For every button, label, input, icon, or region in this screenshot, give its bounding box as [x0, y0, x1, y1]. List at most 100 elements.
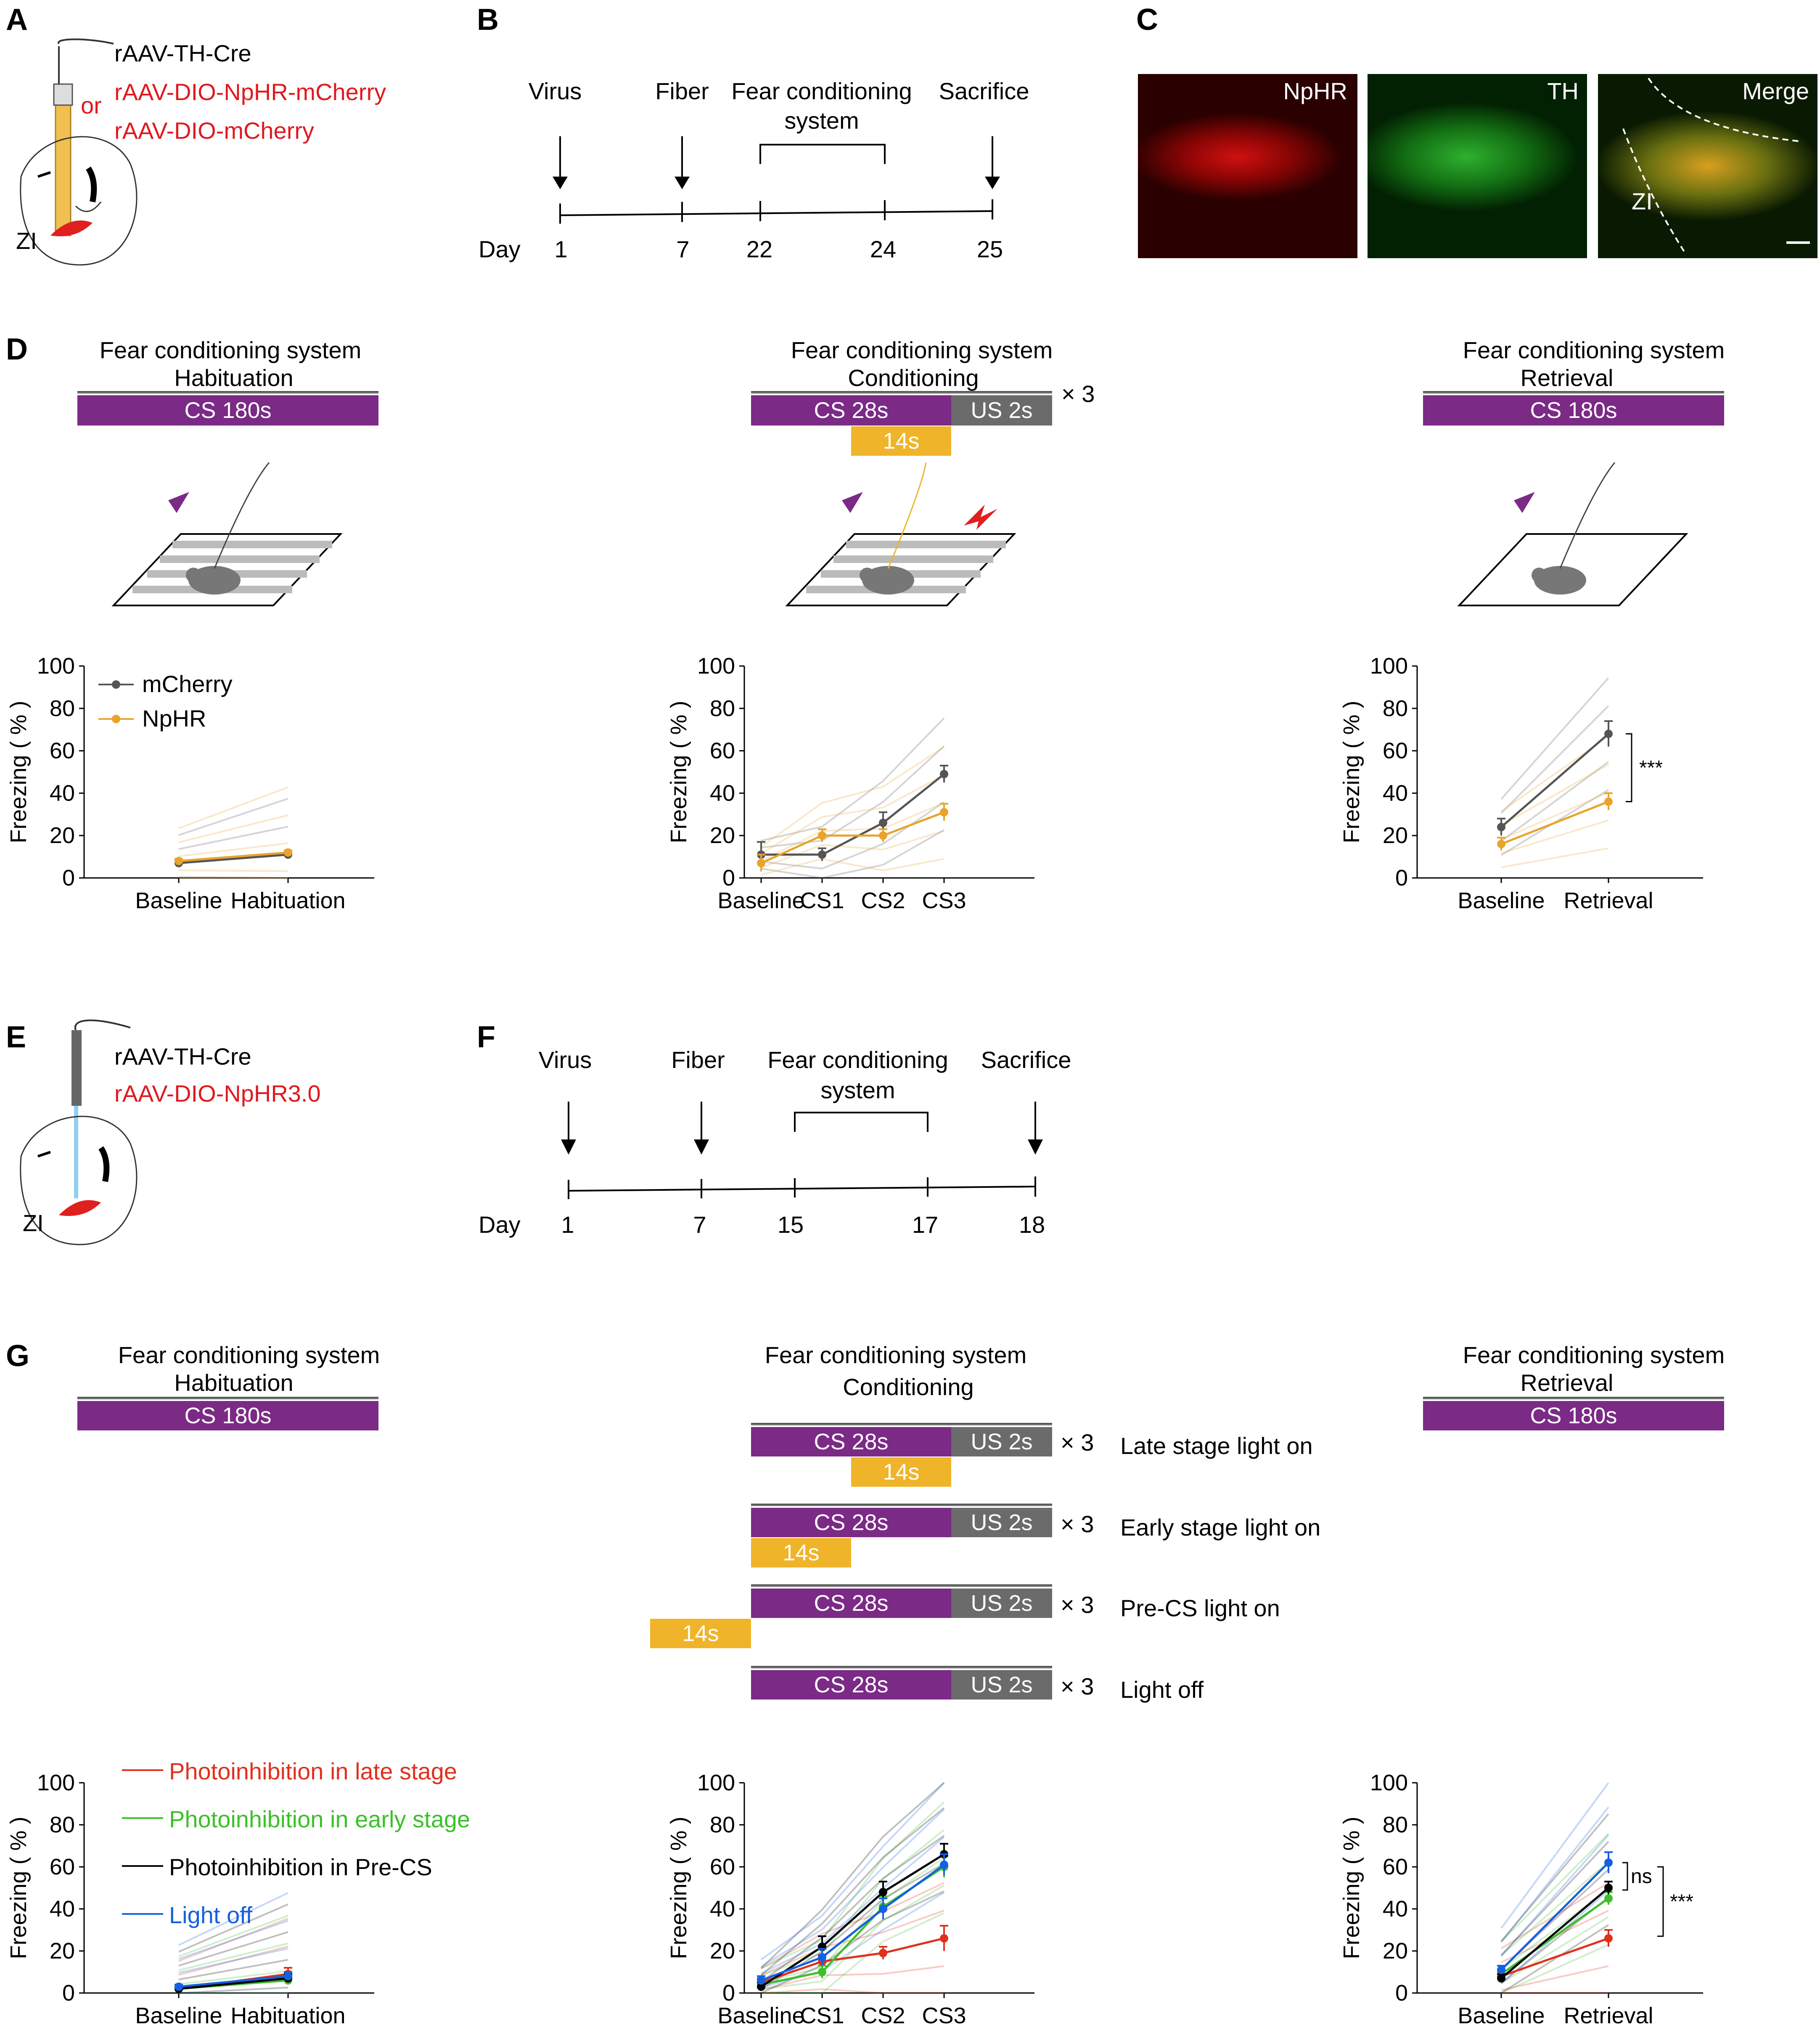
- individual-line: [761, 1829, 945, 1976]
- d-cond-us-bar: US 2s: [951, 395, 1052, 426]
- data-point: [879, 1888, 887, 1896]
- individual-line: [178, 826, 288, 850]
- day-15-f: 15: [777, 1211, 804, 1238]
- day-17-f: 17: [912, 1211, 939, 1238]
- individual-line: [760, 774, 944, 855]
- g-row2-label: Early stage light on: [1120, 1514, 1321, 1541]
- individual-line: [1501, 819, 1609, 854]
- data-point: [818, 1953, 826, 1961]
- day-24-b: 24: [870, 236, 897, 262]
- individual-line: [761, 1885, 945, 1990]
- or-label: or: [81, 92, 102, 119]
- x-tick-label: CS2: [861, 2003, 905, 2028]
- y-tick-label: 60: [710, 738, 735, 764]
- d-cond-repeat: × 3: [1061, 381, 1095, 407]
- x-tick-label: Baseline: [1458, 2003, 1545, 2028]
- d-cond-cs-bar: CS 28s: [751, 395, 951, 426]
- g-ret-phase: Retrieval: [1520, 1369, 1614, 1396]
- micrograph-npHR-label: NpHR: [1283, 78, 1347, 104]
- y-tick-label: 0: [62, 1980, 75, 2006]
- g-row2-line: [751, 1504, 1052, 1506]
- individual-line: [1500, 1841, 1609, 1956]
- g-cond-title: Fear conditioning system: [765, 1342, 1027, 1368]
- data-point: [940, 770, 948, 779]
- y-tick-label: 0: [722, 865, 735, 891]
- individual-line: [760, 1863, 945, 1990]
- y-tick-label: 40: [50, 1896, 75, 1922]
- individual-line: [178, 1970, 288, 1985]
- data-point: [1497, 840, 1505, 848]
- legend-g-off: Light off: [169, 1902, 253, 1928]
- individual-line: [178, 1959, 288, 1980]
- event-virus-f: Virus: [538, 1047, 592, 1073]
- individual-line: [761, 1988, 944, 1994]
- event-sacrifice-b: Sacrifice: [939, 78, 1029, 104]
- data-point: [175, 1982, 183, 1991]
- individual-line: [1501, 847, 1609, 868]
- data-point: [879, 1905, 887, 1913]
- series-line: [760, 811, 944, 864]
- y-tick-label: 100: [37, 1770, 75, 1795]
- x-tick-label: CS3: [922, 888, 966, 913]
- event-fear-b: Fear conditioning: [731, 78, 912, 104]
- g-ret-cs-bar: CS 180s: [1423, 1401, 1724, 1430]
- data-point: [1604, 797, 1613, 806]
- day-7-b: 7: [676, 236, 690, 262]
- series-line: [1501, 1937, 1609, 1977]
- data-point: [1497, 1966, 1505, 1974]
- y-tick-label: 20: [710, 1938, 735, 1964]
- individual-line: [1501, 1965, 1609, 1991]
- data-point: [879, 818, 887, 827]
- individual-line: [760, 746, 945, 848]
- data-point: [818, 1968, 826, 1976]
- individual-line: [1500, 761, 1609, 842]
- legend-g-precs: Photoinhibition in Pre-CS: [169, 1854, 432, 1880]
- data-point: [1604, 1934, 1613, 1943]
- d-ret-line: [1423, 391, 1724, 394]
- day-label-f: Day: [479, 1211, 521, 1238]
- individual-line: [1501, 1944, 1609, 1994]
- individual-line: [761, 745, 945, 848]
- individual-line: [761, 1836, 945, 1974]
- panel-label-b: B: [477, 3, 499, 37]
- legend-mcherry: mCherry: [142, 671, 233, 697]
- legend-d-markers: [98, 680, 134, 723]
- data-point: [940, 1934, 948, 1943]
- legend-g-late: Photoinhibition in late stage: [169, 1758, 457, 1784]
- series-line: [178, 1977, 288, 1990]
- y-tick-label: 60: [50, 1854, 75, 1879]
- individual-line: [178, 1987, 288, 1994]
- g-row1-us-bar: US 2s: [951, 1427, 1052, 1456]
- x-tick-label: CS3: [922, 2003, 966, 2028]
- y-axis-label: Freezing ( % ): [1339, 700, 1364, 843]
- y-tick-label: 0: [62, 865, 75, 891]
- y-tick-label: 0: [1395, 1980, 1408, 2006]
- series-line: [1500, 1887, 1609, 1979]
- g-row1-line: [751, 1423, 1052, 1425]
- y-tick-label: 80: [50, 696, 75, 721]
- timeline-f: [561, 1102, 1043, 1199]
- individual-line: [178, 1948, 288, 1974]
- individual-line: [178, 1892, 288, 1946]
- arena-conditioning: [785, 462, 1016, 606]
- day-25-b: 25: [976, 236, 1003, 262]
- panel-label-g: G: [6, 1339, 30, 1373]
- g-row3-light-bar: 14s: [650, 1619, 751, 1648]
- x-tick-label: Baseline: [1458, 888, 1545, 913]
- individual-line: [760, 1782, 945, 1961]
- x-tick-label: Habituation: [230, 888, 345, 913]
- micrograph-th-label: TH: [1547, 78, 1579, 104]
- g-row4-us-bar: US 2s: [951, 1670, 1052, 1700]
- data-point: [818, 850, 826, 859]
- data-point: [757, 1982, 765, 1991]
- series-line: [760, 1853, 945, 1988]
- panel-label-a: A: [6, 3, 28, 37]
- virus-3-label: rAAV-DIO-mCherry: [114, 117, 314, 144]
- g-hab-phase: Habituation: [174, 1369, 294, 1396]
- d-hab-title: Fear conditioning system: [99, 337, 362, 363]
- individual-line: [178, 1915, 288, 1957]
- individual-line: [178, 1903, 288, 1953]
- panel-label-d: D: [6, 333, 28, 366]
- g-row1-light-bar: 14s: [851, 1457, 951, 1487]
- g-row1-cs-bar: CS 28s: [751, 1427, 951, 1456]
